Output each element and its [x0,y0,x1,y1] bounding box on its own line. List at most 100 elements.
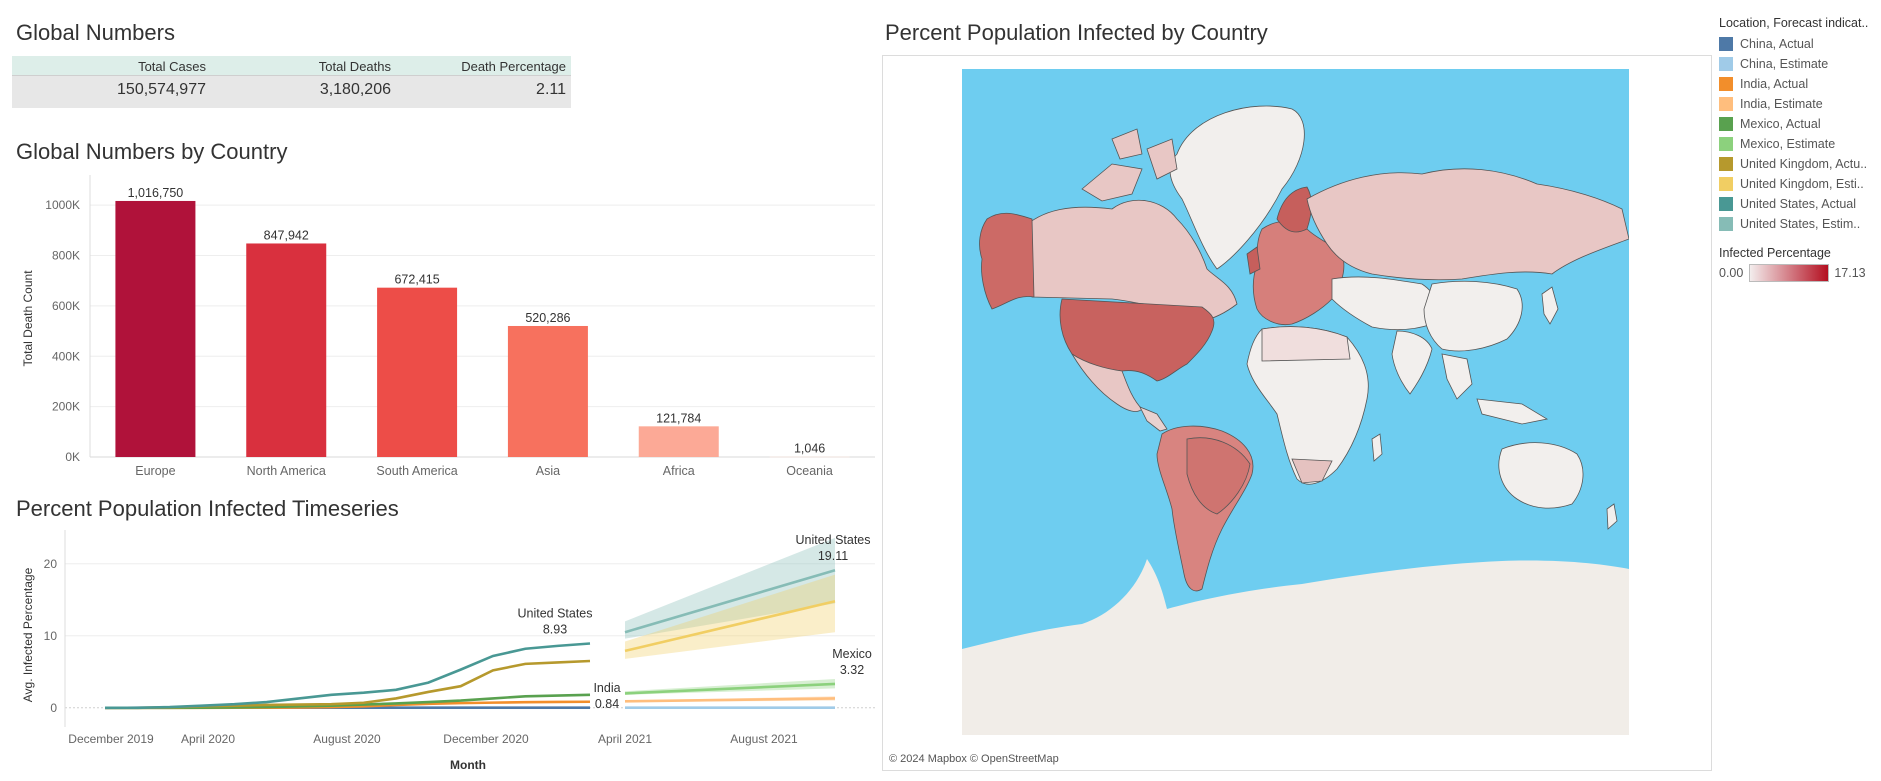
legend-label: Mexico, Estimate [1740,137,1836,151]
legend-swatch [1719,157,1733,171]
legend-swatch [1719,97,1733,111]
bar-y-tick-label: 200K [52,400,80,414]
ts-x-tick-label: April 2021 [598,732,652,746]
legend-item[interactable]: United States, Actual [1719,194,1879,214]
legend-item[interactable]: India, Actual [1719,74,1879,94]
bar-data-label: 1,046 [794,442,825,456]
legend-swatch [1719,217,1733,231]
brazil-shape[interactable] [1186,437,1251,515]
ts-annotation-label: United States [517,607,592,621]
ts-annotation-label: United States [795,533,870,547]
ts-x-tick-label: August 2020 [313,732,381,746]
china-shape[interactable] [1423,280,1523,352]
legend-item[interactable]: China, Actual [1719,34,1879,54]
value-death-percentage: 2.11 [536,81,566,98]
south-africa-shape[interactable] [1291,458,1333,484]
header-death-percentage: Death Percentage [461,59,566,74]
canada-shape[interactable] [1021,200,1238,322]
legend-swatch [1719,177,1733,191]
bar-y-tick-label: 0K [65,450,80,464]
legend-item[interactable]: United Kingdom, Actu.. [1719,154,1879,174]
legend-swatch [1719,37,1733,51]
ts-y-tick-label: 0 [50,701,57,715]
india-shape[interactable] [1391,330,1433,395]
value-total-deaths: 3,180,206 [319,81,391,98]
alaska-shape[interactable] [979,212,1035,310]
bar-y-tick-label: 600K [52,299,80,313]
ts-estimate-line[interactable] [624,599,836,653]
bar[interactable] [638,426,719,457]
global-numbers-table: Total Cases Total Deaths Death Percentag… [12,56,571,108]
gradient-bar [1749,264,1830,282]
ts-y-tick-label: 10 [44,629,58,643]
bar[interactable] [115,200,196,457]
legend-label: United States, Estim.. [1740,217,1861,231]
table-value-row [12,75,571,108]
legend-swatch [1719,197,1733,211]
legend-title: Location, Forecast indicat.. [1719,16,1869,30]
legend-swatch [1719,137,1733,151]
legend-label: India, Estimate [1740,97,1823,111]
ts-annotation-label: Mexico [832,647,872,661]
legend-item[interactable]: Mexico, Actual [1719,114,1879,134]
new-zealand-shape[interactable] [1606,503,1618,530]
legend-label: United Kingdom, Esti.. [1740,177,1864,191]
legend-item[interactable]: United Kingdom, Esti.. [1719,174,1879,194]
legend-item[interactable]: China, Estimate [1719,54,1879,74]
southeast-asia-shape[interactable] [1441,353,1549,425]
bar-category-label: Europe [135,464,175,478]
bar-data-label: 847,942 [264,228,309,242]
bar-y-tick-label: 400K [52,349,80,363]
bar-chart-title: Global Numbers by Country [16,139,288,164]
bar-chart: Total Death Count 0K 200K 400K 600K 800K 1000K… [21,175,875,478]
ts-estimate-line[interactable] [624,568,836,634]
bar-y-axis-label: Total Death Count [21,270,35,367]
north-africa-shape[interactable] [1261,326,1351,362]
greenland-shape[interactable] [1169,105,1305,270]
legend-label: China, Actual [1740,37,1814,51]
bar-category-label: Asia [536,464,560,478]
japan-shape[interactable] [1541,286,1559,325]
gradient-legend-title: Infected Percentage [1719,246,1831,260]
legend-item[interactable]: India, Estimate [1719,94,1879,114]
location-legend: Location, Forecast indicat.. China, Actu… [1719,16,1879,234]
ts-confidence-band [625,537,835,639]
infected-percentage-legend: Infected Percentage 0.00 17.13 [1719,246,1879,282]
madagascar-shape[interactable] [1371,433,1383,462]
global-numbers-title: Global Numbers [16,20,175,45]
legend-swatch [1719,57,1733,71]
ts-y-axis-label: Avg. Infected Percentage [21,567,35,702]
world-map[interactable] [962,69,1629,735]
ts-estimate-line[interactable] [624,697,836,703]
ts-actual-line[interactable] [105,642,591,710]
australia-shape[interactable] [1498,442,1584,509]
bar[interactable] [377,287,458,457]
bar-y-tick-label: 800K [52,249,80,263]
russia-shape[interactable] [1306,168,1629,281]
bar[interactable] [507,325,588,457]
legend-label: United States, Actual [1740,197,1857,211]
ts-annotation-label: India [593,681,620,695]
legend-item[interactable]: Mexico, Estimate [1719,134,1879,154]
antarctica-shape[interactable] [962,559,1629,735]
legend-label: United Kingdom, Actu.. [1740,157,1868,171]
ts-x-tick-label: December 2019 [68,732,154,746]
bar[interactable] [769,456,850,458]
map-attribution: © 2024 Mapbox © OpenStreetMap [889,753,1059,765]
uk-shape[interactable] [1246,246,1261,275]
map-title: Percent Population Infected by Country [885,20,1268,45]
bar-category-label: South America [376,464,457,478]
bar-data-label: 1,016,750 [128,186,184,200]
ts-estimate-line[interactable] [624,682,836,695]
ts-x-tick-label: December 2020 [443,732,529,746]
bar[interactable] [246,243,327,457]
arctic-islands-shape[interactable] [1081,128,1178,202]
value-total-cases: 150,574,977 [117,81,206,98]
central-america-shape[interactable] [1139,406,1168,432]
header-total-cases: Total Cases [138,59,206,74]
ts-actual-line[interactable] [105,659,591,710]
map-frame[interactable] [882,55,1712,771]
gradient-min-label: 0.00 [1719,266,1744,280]
ts-annotation-value: 0.84 [595,697,619,711]
legend-item[interactable]: United States, Estim.. [1719,214,1879,234]
